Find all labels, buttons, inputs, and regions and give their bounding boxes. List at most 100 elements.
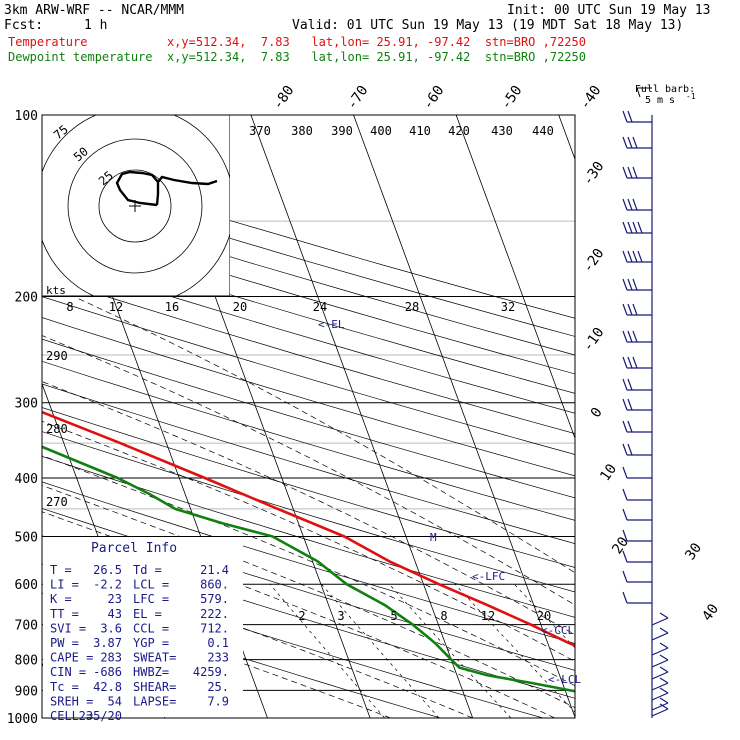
parcel-param-name: SWEAT= [133,651,176,665]
wind-barb-flag [627,378,633,391]
pressure-tick-label: 400 [15,472,38,487]
wind-barb [651,682,669,691]
parcel-param-name: LAPSE= [133,694,176,708]
wind-barb-flag [622,398,628,411]
dewpoint-profile [42,445,575,693]
lcl-annotation: <-LCL [548,673,581,686]
temperature-profile [42,410,575,647]
parcel-param-name: PW = [50,636,79,650]
wind-barb-flag [627,250,633,263]
wind-barb-flag [632,221,638,234]
model-title: 3km ARW-WRF -- NCAR/MMM [4,3,185,18]
isotherm-label: -60 [420,83,448,113]
isotherm-line [455,115,575,440]
parcel-param-name: LFC = [133,592,169,606]
wind-barb-flag [632,278,638,291]
pressure-tick-label: 1000 [7,712,38,727]
parcel-param-value: 21.4 [200,563,229,577]
parcel-param-value: 579. [200,592,229,606]
mixing-ratio-label: 5 [390,609,397,623]
dry-adiabat [42,255,575,414]
theta-low-label: 290 [46,349,68,363]
init-time: Init: 00 UTC Sun 19 May 13 [507,3,711,18]
wind-barb-flag [622,466,628,479]
dry-adiabat [42,317,575,477]
wind-barb-flag [659,703,669,710]
parcel-param-value: -2.2 [93,578,122,592]
isotherm-label: 10 [597,461,620,484]
wind-barb-flag [622,110,628,123]
wind-barb-flag [632,198,638,211]
parcel-param-name: CAPE = [50,651,93,665]
wind-barb-flag [659,612,669,619]
valid-time: Valid: 01 UTC Sun 19 May 13 (19 MDT Sat … [292,18,684,33]
hodograph-trace [115,170,218,207]
theta-e-label: 28 [405,300,419,314]
mixing-ratio-label: 8 [440,609,447,623]
wind-barb-flag [659,687,669,694]
wind-barb-flag [622,221,628,234]
wind-barb-flag [622,443,628,456]
hodograph-ring [98,169,172,243]
parcel-param-name: T = [50,563,72,577]
parcel-info-box: Parcel Info T = 26.5 Td = 21.4 LI = -2.2 LCL = 8… [43,537,243,723]
parcel-param-name: SREH = [50,694,93,708]
isotherm-line [353,115,575,718]
plot-frame [41,114,576,719]
dry-adiabat [42,481,575,644]
parcel-param-value: 42.8 [93,680,122,694]
hodograph-unit: kts [46,284,66,297]
isotherm-label: -20 [580,246,608,276]
parcel-param-name: LI = [50,578,79,592]
theta-label: 410 [409,124,431,138]
mixing-ratio-line [389,583,512,718]
isotherm-label: -70 [344,83,372,113]
wind-barb-flag [622,591,628,604]
isotherm-line [661,115,740,718]
wind-barb-flag [622,378,628,391]
wind-barb-flag [632,303,638,316]
forecast-hour: 1 h [84,18,108,33]
wind-barb-flag [622,550,628,563]
wind-barb-flag [637,221,643,234]
parcel-param-name: SVI = [50,621,86,635]
dry-adiabat [42,217,575,375]
wind-barb-flag [627,166,633,179]
pressure-tick-label: 600 [15,578,38,593]
wind-barb-flag [622,356,628,369]
isotherm-label: -10 [580,325,608,355]
el-annotation: <-EL [318,318,345,331]
theta-e-label: 24 [313,300,327,314]
parcel-param-name: YGP = [133,636,169,650]
dry-adiabat [42,455,575,618]
parcel-param-value: 3.6 [100,621,122,635]
mixing-ratio-line [269,583,385,718]
wind-barb-flag [659,654,669,661]
isotherm-label: -80 [270,83,298,113]
moist-adiabat [42,335,575,606]
parcel-param-value: 54 [108,694,122,708]
isotherm-label: -30 [580,159,608,189]
wind-barb-flag [627,136,633,149]
wind-barb [651,647,669,656]
wind-barb-flag [627,398,633,411]
parcel-param-value: 7.9 [207,694,229,708]
pressure-tick-label: 900 [15,684,38,699]
theta-label: 390 [331,124,353,138]
barb-legend-sample [636,87,641,98]
wind-barb [651,708,669,717]
parcel-param-value: 0.1 [207,636,229,650]
isotherm-line [558,115,575,161]
parcel-param-name: Td = [133,563,162,577]
wind-barb [651,692,669,701]
isotherm-label: -50 [498,83,526,113]
theta-e-label: 20 [233,300,247,314]
wind-barb-flag [637,250,643,263]
dry-adiabat [42,338,575,499]
theta-e-label: 32 [501,300,515,314]
parcel-param-name: HWBZ= [133,665,169,679]
dry-adiabat [42,431,575,593]
isotherm-label: -40 [577,83,605,113]
parcel-info-title: Parcel Info [91,541,177,556]
wind-barb-flag [622,529,628,542]
